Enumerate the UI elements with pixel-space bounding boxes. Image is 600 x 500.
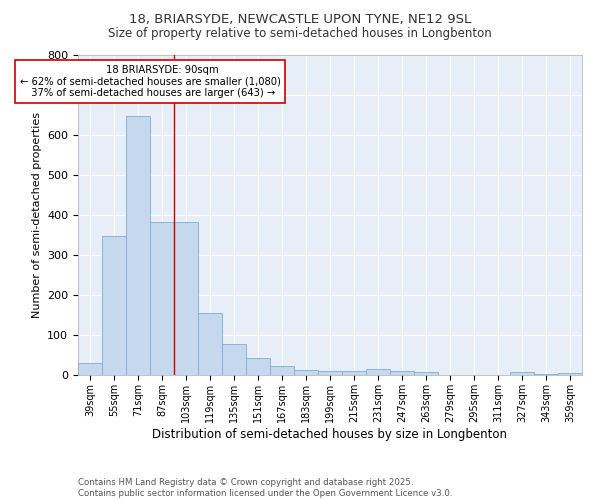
Bar: [414, 372, 438, 375]
Bar: [390, 371, 414, 375]
Bar: [78, 363, 102, 375]
Bar: [366, 370, 390, 375]
Bar: [270, 366, 294, 375]
Bar: [150, 222, 174, 375]
Bar: [534, 374, 558, 375]
Bar: [558, 373, 582, 375]
Bar: [126, 116, 150, 375]
Text: Contains HM Land Registry data © Crown copyright and database right 2025.
Contai: Contains HM Land Registry data © Crown c…: [78, 478, 452, 498]
Text: Size of property relative to semi-detached houses in Longbenton: Size of property relative to semi-detach…: [108, 28, 492, 40]
Bar: [342, 370, 366, 375]
Bar: [102, 236, 126, 375]
X-axis label: Distribution of semi-detached houses by size in Longbenton: Distribution of semi-detached houses by …: [152, 428, 508, 440]
Bar: [174, 222, 198, 375]
Text: 18, BRIARSYDE, NEWCASTLE UPON TYNE, NE12 9SL: 18, BRIARSYDE, NEWCASTLE UPON TYNE, NE12…: [129, 12, 471, 26]
Bar: [246, 358, 270, 375]
Bar: [294, 370, 318, 375]
Bar: [318, 371, 342, 375]
Y-axis label: Number of semi-detached properties: Number of semi-detached properties: [32, 112, 41, 318]
Text: 18 BRIARSYDE: 90sqm
← 62% of semi-detached houses are smaller (1,080)
  37% of s: 18 BRIARSYDE: 90sqm ← 62% of semi-detach…: [20, 65, 280, 98]
Bar: [510, 372, 534, 375]
Bar: [198, 313, 222, 375]
Bar: [222, 344, 246, 375]
